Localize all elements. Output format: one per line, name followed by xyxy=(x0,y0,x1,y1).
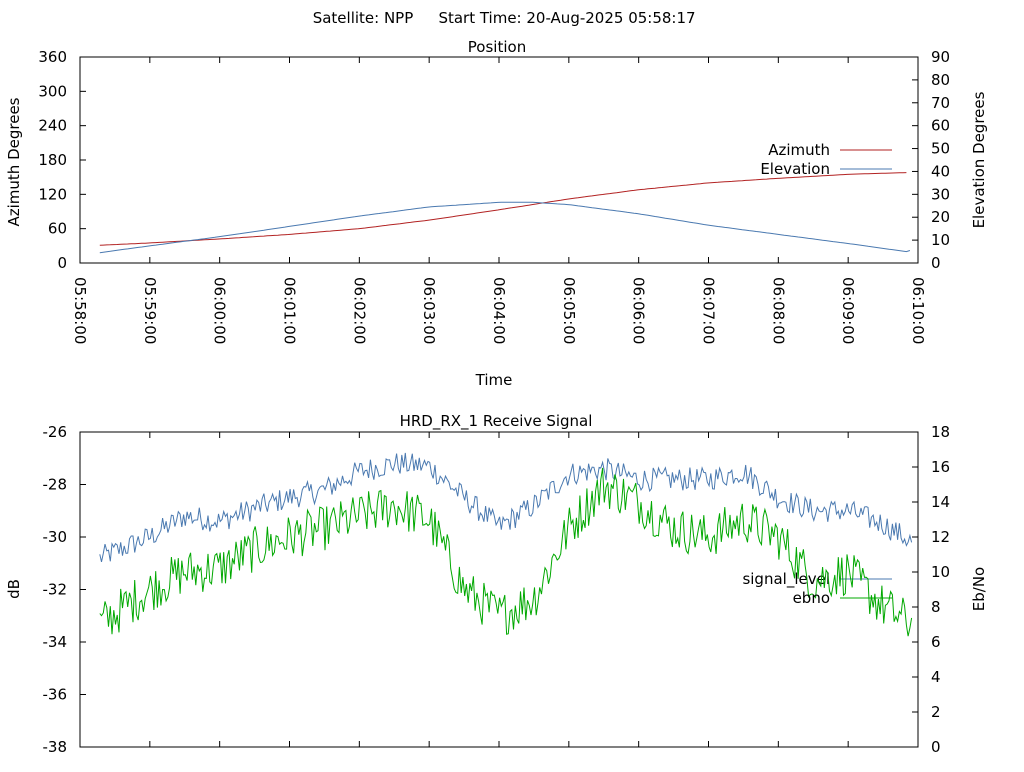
left-tick-label: 240 xyxy=(38,117,67,135)
x-tick-label: 06:01:00 xyxy=(281,277,299,344)
left-tick-label: -38 xyxy=(43,738,68,756)
x-tick-label: 06:07:00 xyxy=(700,277,718,344)
legend-label-signal-level: signal_level xyxy=(742,570,830,589)
x-tick-label: 06:08:00 xyxy=(769,277,787,344)
series-line-elevation xyxy=(99,201,911,254)
right-tick-label: 20 xyxy=(931,208,950,226)
right-tick-label: 0 xyxy=(931,738,941,756)
signal-left-axis-label: dB xyxy=(5,579,23,599)
right-tick-label: 80 xyxy=(931,71,950,89)
x-tick-label: 06:05:00 xyxy=(560,277,578,344)
left-tick-label: -36 xyxy=(43,686,68,704)
left-tick-label: 360 xyxy=(38,48,67,66)
right-tick-label: 0 xyxy=(931,254,941,272)
right-tick-label: 10 xyxy=(931,231,950,249)
x-tick-label: 06:03:00 xyxy=(420,277,438,344)
right-tick-label: 90 xyxy=(931,48,950,66)
right-tick-label: 60 xyxy=(931,117,950,135)
right-tick-label: 4 xyxy=(931,668,941,686)
position-right-axis-label: Elevation Degrees xyxy=(970,91,988,228)
x-tick-label: 06:00:00 xyxy=(211,277,229,344)
signal-right-axis-label: Eb/No xyxy=(970,567,988,611)
legend-label-elevation: Elevation xyxy=(760,160,830,178)
right-tick-label: 14 xyxy=(931,493,950,511)
start-time-label: Start Time: 20-Aug-2025 05:58:17 xyxy=(438,9,695,27)
right-tick-label: 16 xyxy=(931,458,950,476)
right-tick-label: 8 xyxy=(931,598,941,616)
right-tick-label: 40 xyxy=(931,162,950,180)
x-tick-label: 06:02:00 xyxy=(350,277,368,344)
right-tick-label: 30 xyxy=(931,185,950,203)
legend-label-ebno: ebno xyxy=(793,589,830,607)
x-tick-label: 06:06:00 xyxy=(630,277,648,344)
right-tick-label: 18 xyxy=(931,423,950,441)
right-tick-label: 50 xyxy=(931,140,950,158)
position-plot-area: 0 60 120 180 240 300 360 0 10 20 30 40 50 60 70 80 90 05:… xyxy=(38,48,950,344)
x-tick-label: 05:59:00 xyxy=(141,277,159,344)
left-tick-label: -30 xyxy=(43,528,68,546)
right-tick-label: 10 xyxy=(931,563,950,581)
position-left-axis-label: Azimuth Degrees xyxy=(5,97,23,226)
position-x-axis-label: Time xyxy=(475,371,513,389)
legend-label-azimuth: Azimuth xyxy=(768,141,830,159)
position-chart-title: Position xyxy=(468,38,526,56)
signal-chart-title: HRD_RX_1 Receive Signal xyxy=(400,412,593,431)
right-tick-label: 70 xyxy=(931,94,950,112)
satellite-label: Satellite: NPP xyxy=(313,9,414,27)
left-tick-label: -34 xyxy=(43,633,68,651)
series-line-signal-level xyxy=(99,452,913,563)
x-tick-label: 06:10:00 xyxy=(909,277,927,344)
left-tick-label: 0 xyxy=(57,254,67,272)
left-tick-label: -32 xyxy=(43,581,68,599)
left-tick-label: 60 xyxy=(48,220,67,238)
right-tick-label: 2 xyxy=(931,703,941,721)
left-tick-label: 120 xyxy=(38,185,67,203)
x-tick-label: 06:04:00 xyxy=(490,277,508,344)
left-tick-label: 300 xyxy=(38,82,67,100)
x-tick-label: 06:09:00 xyxy=(839,277,857,344)
left-tick-label: -28 xyxy=(43,476,68,494)
series-line-azimuth xyxy=(99,172,907,246)
x-tick-label: 05:58:00 xyxy=(71,277,89,344)
left-tick-label: -26 xyxy=(43,423,68,441)
right-tick-label: 12 xyxy=(931,528,950,546)
signal-plot-area: -38 -36 -34 -32 -30 -28 -26 0 2 4 6 8 10 12 14 16 18 sign… xyxy=(43,423,951,756)
left-tick-label: 180 xyxy=(38,151,67,169)
right-tick-label: 6 xyxy=(931,633,941,651)
series-line-ebno xyxy=(99,467,913,637)
